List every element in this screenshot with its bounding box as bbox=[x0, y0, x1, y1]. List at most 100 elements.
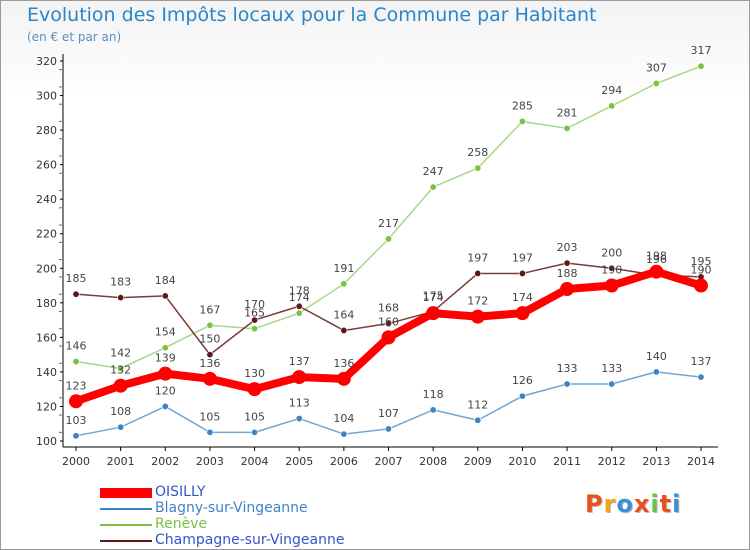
data-point bbox=[384, 235, 392, 243]
data-point bbox=[429, 183, 437, 191]
data-point bbox=[474, 269, 482, 277]
data-point bbox=[158, 366, 173, 381]
data-point bbox=[72, 432, 80, 440]
data-label: 307 bbox=[646, 61, 667, 74]
data-label: 174 bbox=[512, 291, 533, 304]
data-label: 130 bbox=[244, 367, 265, 380]
data-point bbox=[161, 292, 169, 300]
data-label: 150 bbox=[199, 333, 220, 346]
x-tick-label: 2009 bbox=[464, 455, 492, 468]
data-point bbox=[251, 316, 259, 324]
data-label: 168 bbox=[378, 302, 399, 315]
data-point bbox=[247, 382, 262, 397]
legend-label: Renève bbox=[155, 516, 208, 532]
data-point bbox=[251, 428, 259, 436]
data-point bbox=[295, 415, 303, 423]
data-label: 191 bbox=[333, 262, 354, 275]
chart-legend: OISILLY Blagny-sur-Vingeanne Renève Champag… bbox=[100, 484, 420, 549]
data-label: 174 bbox=[289, 291, 310, 304]
data-label: 108 bbox=[110, 405, 131, 418]
legend-item: Champagne-sur-Vingeanne bbox=[100, 532, 420, 549]
data-label: 139 bbox=[155, 352, 176, 365]
x-tick-label: 2012 bbox=[598, 455, 626, 468]
x-tick-label: 2002 bbox=[151, 455, 179, 468]
data-point bbox=[161, 402, 169, 410]
data-point bbox=[384, 320, 392, 328]
data-label: 183 bbox=[110, 276, 131, 289]
data-point bbox=[697, 373, 705, 381]
data-point bbox=[474, 416, 482, 424]
data-point bbox=[608, 102, 616, 110]
data-point bbox=[161, 344, 169, 352]
data-label: 197 bbox=[512, 251, 533, 264]
data-point bbox=[652, 368, 660, 376]
data-label: 294 bbox=[601, 84, 622, 97]
y-tick-label: 120 bbox=[36, 400, 57, 413]
data-point bbox=[295, 309, 303, 317]
data-point bbox=[518, 117, 526, 125]
logo-letter: i bbox=[672, 490, 682, 518]
data-label: 107 bbox=[378, 407, 399, 420]
data-label: 258 bbox=[467, 146, 488, 159]
data-point bbox=[694, 278, 708, 293]
data-point bbox=[652, 79, 660, 87]
data-label: 137 bbox=[289, 355, 310, 368]
data-point bbox=[69, 394, 83, 409]
data-point bbox=[429, 406, 437, 414]
data-label: 174 bbox=[423, 291, 444, 304]
y-tick-label: 220 bbox=[36, 228, 57, 241]
data-point bbox=[563, 259, 571, 267]
logo-letter: o bbox=[616, 490, 634, 518]
logo-letter: x bbox=[633, 490, 651, 518]
data-label: 140 bbox=[646, 350, 667, 363]
data-label: 200 bbox=[601, 246, 622, 259]
x-tick-label: 2014 bbox=[687, 455, 715, 468]
data-label: 146 bbox=[66, 340, 87, 353]
legend-swatch bbox=[100, 488, 152, 498]
x-tick-label: 2006 bbox=[330, 455, 358, 468]
data-label: 105 bbox=[244, 410, 265, 423]
data-label: 175 bbox=[423, 289, 444, 302]
data-label: 142 bbox=[110, 346, 131, 359]
data-point bbox=[604, 278, 619, 293]
data-label: 197 bbox=[467, 251, 488, 264]
y-tick-label: 140 bbox=[36, 366, 57, 379]
legend-swatch bbox=[100, 524, 152, 526]
y-tick-label: 280 bbox=[36, 124, 57, 137]
data-point bbox=[563, 124, 571, 132]
data-label: 154 bbox=[155, 326, 176, 339]
series-blagny-sur-vingeanne bbox=[72, 368, 705, 440]
y-tick-label: 300 bbox=[36, 90, 57, 103]
legend-label: Blagny-sur-Vingeanne bbox=[155, 500, 308, 516]
data-label: 198 bbox=[646, 250, 667, 263]
x-tick-label: 2005 bbox=[285, 455, 313, 468]
y-tick-label: 160 bbox=[36, 331, 57, 344]
data-label: 136 bbox=[333, 357, 354, 370]
data-point bbox=[608, 380, 616, 388]
data-label: 195 bbox=[691, 255, 712, 268]
data-point bbox=[474, 164, 482, 172]
data-point bbox=[563, 380, 571, 388]
y-tick-label: 200 bbox=[36, 262, 57, 275]
data-label: 112 bbox=[467, 398, 488, 411]
data-point bbox=[117, 294, 125, 302]
data-point bbox=[251, 325, 259, 333]
data-label: 133 bbox=[557, 362, 578, 375]
data-point bbox=[470, 309, 485, 324]
data-label: 104 bbox=[333, 412, 354, 425]
data-label: 317 bbox=[691, 44, 712, 57]
data-point bbox=[336, 371, 351, 386]
data-label: 137 bbox=[691, 355, 712, 368]
data-point bbox=[518, 392, 526, 400]
x-tick-label: 2013 bbox=[642, 455, 670, 468]
data-point bbox=[340, 280, 348, 288]
proxiti-logo: Proxiti bbox=[585, 490, 681, 518]
data-point bbox=[518, 269, 526, 277]
y-tick-label: 240 bbox=[36, 193, 57, 206]
data-point bbox=[117, 423, 125, 431]
data-label: 217 bbox=[378, 217, 399, 230]
y-tick-label: 180 bbox=[36, 297, 57, 310]
data-label: 285 bbox=[512, 99, 533, 112]
data-point bbox=[206, 321, 214, 329]
